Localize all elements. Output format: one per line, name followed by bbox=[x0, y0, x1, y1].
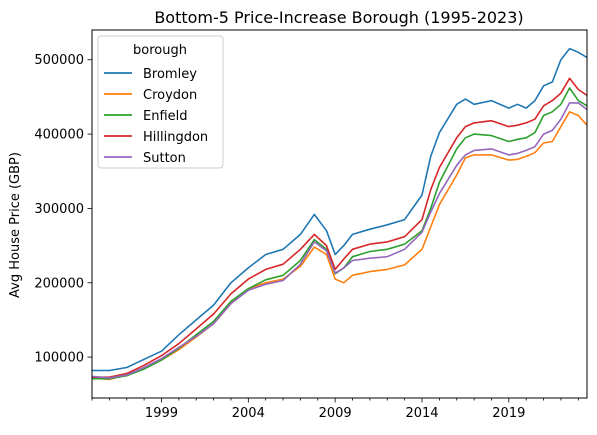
y-tick-label: 300000 bbox=[34, 202, 84, 217]
x-tick-label: 1999 bbox=[145, 406, 178, 421]
x-tick-label: 2004 bbox=[232, 406, 265, 421]
y-tick-label: 200000 bbox=[34, 276, 84, 291]
legend-box bbox=[97, 35, 224, 169]
plot-area-frame bbox=[91, 29, 588, 399]
legend-label-croydon: Croydon bbox=[143, 88, 197, 103]
y-tick-label: 500000 bbox=[34, 53, 84, 68]
series-line-enfield bbox=[92, 87, 588, 380]
legend-title: borough bbox=[133, 43, 187, 58]
x-tick-label: 2014 bbox=[405, 406, 438, 421]
series-line-bromley bbox=[92, 47, 588, 372]
series-line-sutton bbox=[91, 102, 588, 379]
y-tick-label: 100000 bbox=[34, 351, 84, 366]
legend: borough Bromley Croydon Enfield Hillingdon S… bbox=[97, 35, 224, 169]
legend-label-enfield: Enfield bbox=[143, 109, 188, 124]
legend-items: Bromley Croydon Enfield Hillingdon Sutton bbox=[104, 67, 208, 166]
series-layer bbox=[91, 47, 588, 381]
chart-title: Bottom-5 Price-Increase Borough (1995-20… bbox=[154, 8, 523, 27]
y-axis: 100000 200000 300000 400000 500000 bbox=[34, 53, 92, 366]
x-axis: 1999 2004 2009 2014 2019 bbox=[91, 398, 579, 421]
legend-label-sutton: Sutton bbox=[143, 151, 186, 166]
y-tick-label: 400000 bbox=[34, 128, 84, 143]
y-axis-label: Avg House Price (GBP) bbox=[8, 152, 23, 298]
legend-label-hillingdon: Hillingdon bbox=[143, 130, 208, 145]
legend-label-bromley: Bromley bbox=[143, 67, 197, 82]
x-tick-label: 2019 bbox=[492, 406, 525, 421]
series-line-hillingdon bbox=[92, 77, 588, 378]
x-tick-label: 2009 bbox=[319, 406, 352, 421]
